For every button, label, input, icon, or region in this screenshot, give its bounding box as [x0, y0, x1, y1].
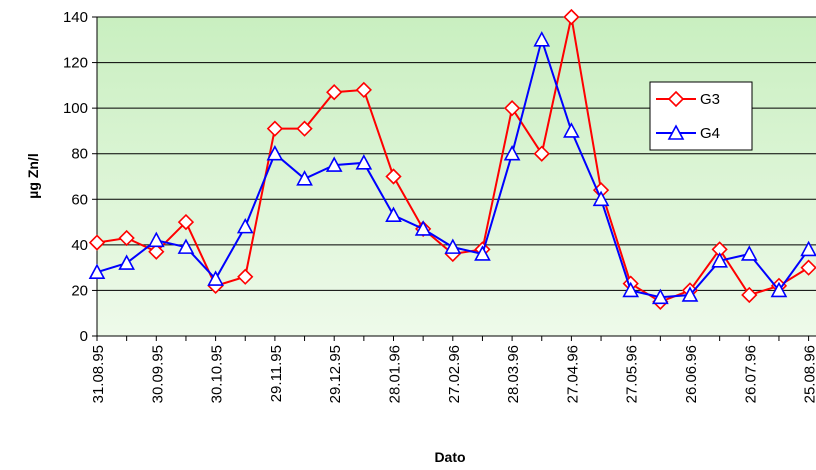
- marker: [296, 120, 313, 137]
- x-tick-label: 28.03.96: [505, 345, 522, 403]
- x-tick-label: 29.11.95: [268, 345, 285, 402]
- marker: [177, 213, 195, 231]
- marker: [503, 100, 521, 117]
- marker: [563, 122, 580, 138]
- marker: [770, 281, 788, 298]
- marker: [236, 217, 254, 234]
- x-tick-label: 25.08.96: [802, 345, 816, 403]
- marker: [800, 259, 816, 276]
- marker: [147, 231, 165, 248]
- x-tick-label: 30.10.95: [209, 345, 226, 403]
- marker: [355, 154, 373, 170]
- marker: [800, 240, 816, 257]
- y-axis-label: µg Zn/l: [25, 153, 41, 198]
- legend-box: [649, 81, 753, 151]
- marker: [503, 145, 521, 161]
- x-axis-label: Dato: [434, 449, 465, 465]
- marker: [563, 8, 580, 26]
- x-tick-label: 30.09.95: [149, 345, 166, 403]
- plot-area: [97, 17, 816, 336]
- x-tick-label: 27.05.96: [624, 345, 641, 403]
- marker: [325, 156, 343, 172]
- marker: [177, 238, 195, 254]
- marker: [533, 145, 550, 162]
- x-tick-label: 29.12.95: [327, 345, 344, 403]
- x-tick-label: 28.01.96: [387, 345, 404, 403]
- x-tick-label: 26.06.96: [683, 345, 700, 403]
- y-tick-label: 80: [71, 146, 88, 163]
- marker: [385, 206, 402, 223]
- marker: [148, 243, 165, 260]
- legend-label: G3: [700, 91, 720, 108]
- marker: [266, 120, 284, 137]
- marker: [652, 288, 669, 305]
- marker: [474, 245, 491, 261]
- marker: [740, 245, 758, 261]
- marker: [741, 286, 758, 304]
- marker: [296, 170, 313, 186]
- x-tick-label: 27.04.96: [564, 345, 581, 403]
- marker: [326, 84, 343, 101]
- marker: [207, 270, 224, 286]
- marker: [118, 254, 135, 270]
- x-tick-label: 31.08.95: [90, 345, 107, 403]
- x-tick-label: 27.02.96: [446, 345, 463, 403]
- marker: [622, 281, 640, 298]
- x-tick-label: 26.07.96: [742, 345, 759, 403]
- marker: [533, 31, 551, 47]
- legend-label: G4: [700, 125, 720, 142]
- marker: [681, 286, 699, 302]
- marker: [667, 90, 685, 108]
- y-tick-label: 120: [63, 55, 88, 72]
- marker: [444, 238, 462, 254]
- y-tick-label: 60: [71, 191, 88, 208]
- marker: [118, 229, 135, 247]
- marker: [414, 220, 432, 236]
- marker: [385, 168, 402, 185]
- marker: [88, 263, 106, 280]
- y-tick-label: 100: [63, 100, 88, 117]
- marker: [592, 190, 610, 207]
- y-tick-label: 40: [71, 237, 88, 254]
- y-tick-label: 140: [63, 9, 88, 26]
- y-tick-label: 20: [71, 282, 88, 299]
- marker: [667, 124, 685, 140]
- marker: [88, 234, 106, 251]
- marker: [355, 81, 372, 99]
- marker: [237, 268, 254, 285]
- y-tick-label: 0: [80, 328, 88, 345]
- marker: [266, 145, 284, 161]
- marker: [711, 252, 728, 268]
